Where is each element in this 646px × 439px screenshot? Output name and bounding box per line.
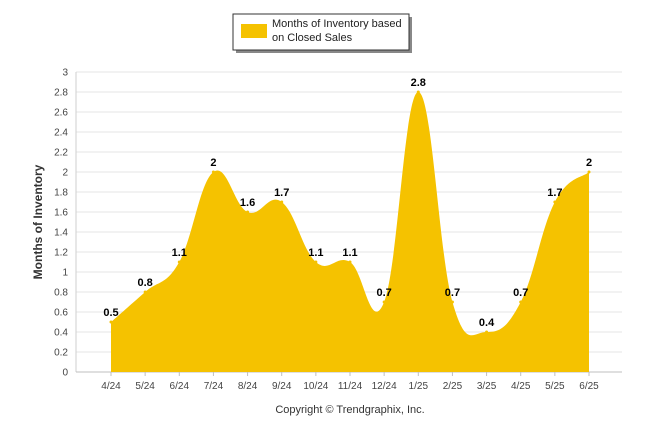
data-point-6/25	[587, 170, 591, 174]
data-label: 1.1	[172, 247, 187, 259]
y-tick-label: 2	[62, 168, 68, 179]
data-label: 2.8	[411, 77, 426, 89]
y-tick-label: 1.2	[54, 248, 68, 259]
legend-label-line2: on Closed Sales	[272, 32, 353, 44]
area-series	[109, 90, 591, 372]
data-point-11/24	[348, 260, 352, 264]
x-tick-label: 5/24	[135, 381, 155, 392]
x-tick-label: 9/24	[272, 381, 292, 392]
x-tick-label: 5/25	[545, 381, 565, 392]
data-point-4/24	[109, 320, 113, 324]
x-tick-label: 1/25	[409, 381, 429, 392]
data-point-1/25	[416, 90, 420, 94]
y-tick-label: 2.2	[54, 148, 68, 159]
data-label: 0.5	[103, 307, 118, 319]
data-point-10/24	[314, 260, 318, 264]
y-tick-label: 0.8	[54, 288, 68, 299]
data-label: 0.8	[137, 277, 152, 289]
data-point-5/25	[553, 200, 557, 204]
data-point-3/25	[485, 330, 489, 334]
y-tick-label: 1.8	[54, 188, 68, 199]
data-point-8/24	[246, 210, 250, 214]
copyright-text: Copyright © Trendgraphix, Inc.	[275, 404, 424, 416]
data-point-4/25	[519, 300, 523, 304]
data-point-12/24	[382, 300, 386, 304]
y-tick-label: 1.4	[54, 228, 68, 239]
data-label: 1.6	[240, 197, 255, 209]
data-label: 1.7	[274, 187, 289, 199]
y-tick-label: 0.2	[54, 348, 68, 359]
y-tick-label: 3	[62, 68, 68, 79]
data-label: 1.1	[308, 247, 323, 259]
x-tick-label: 4/25	[511, 381, 531, 392]
y-tick-label: 2.6	[54, 108, 68, 119]
data-label: 0.7	[445, 287, 460, 299]
x-tick-label: 11/24	[338, 381, 363, 392]
y-tick-label: 2.4	[54, 128, 68, 139]
x-tick-label: 12/24	[372, 381, 397, 392]
data-point-6/24	[177, 260, 181, 264]
area-fill	[111, 92, 589, 372]
data-label: 1.7	[547, 187, 562, 199]
data-point-9/24	[280, 200, 284, 204]
y-axis-title: Months of Inventory	[31, 164, 45, 279]
data-point-2/25	[450, 300, 454, 304]
y-tick-label: 1	[62, 268, 68, 279]
y-tick-label: 0.4	[54, 328, 68, 339]
x-tick-label: 4/24	[101, 381, 121, 392]
legend-label-line1: Months of Inventory based	[272, 18, 402, 30]
data-label: 0.4	[479, 317, 495, 329]
data-point-5/24	[143, 290, 147, 294]
data-label: 2	[586, 157, 592, 169]
data-labels: 0.5 0.8 1.1 2 1.6 1.7 1.1 1.1 0.7 2.8 0.7 0.4 0.7 1.7…	[103, 77, 592, 329]
x-tick-label: 6/25	[579, 381, 599, 392]
x-axis-ticks: 4/24 5/24 6/24 7/24 8/24 9/24 10/24 11/24 12/24 1…	[101, 372, 599, 392]
x-tick-label: 10/24	[303, 381, 328, 392]
x-tick-label: 7/24	[204, 381, 224, 392]
data-label: 0.7	[376, 287, 391, 299]
y-tick-label: 2.8	[54, 88, 68, 99]
y-axis-ticks: 0 0.2 0.4 0.6 0.8 1 1.2 1.4 1.6 1.8 2 2.2 2.4 2.6 2.8 3	[54, 68, 68, 379]
x-tick-label: 8/24	[238, 381, 258, 392]
y-tick-label: 0.6	[54, 308, 68, 319]
data-point-7/24	[211, 170, 215, 174]
data-label: 1.1	[342, 247, 357, 259]
data-label: 0.7	[513, 287, 528, 299]
legend: Months of Inventory based on Closed Sale…	[232, 13, 412, 53]
x-tick-label: 2/25	[443, 381, 463, 392]
x-tick-label: 3/25	[477, 381, 497, 392]
y-tick-label: 0	[62, 368, 68, 379]
data-label: 2	[210, 157, 216, 169]
legend-swatch	[241, 24, 267, 38]
x-tick-label: 6/24	[170, 381, 190, 392]
y-tick-label: 1.6	[54, 208, 68, 219]
